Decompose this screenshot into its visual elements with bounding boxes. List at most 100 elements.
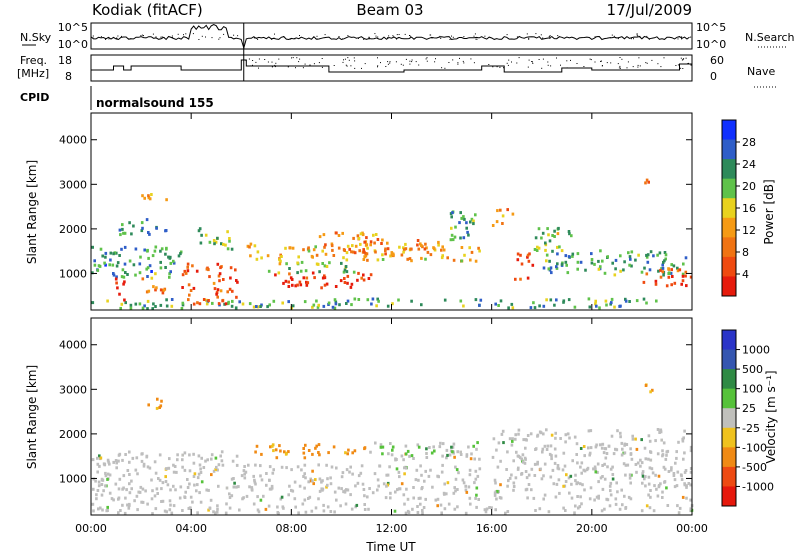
nave-point bbox=[528, 59, 530, 61]
nave-point bbox=[556, 57, 557, 59]
heatmap-cell bbox=[425, 246, 428, 250]
heatmap-cell bbox=[284, 452, 288, 456]
heatmap-cell bbox=[268, 303, 271, 307]
heatmap-cell bbox=[147, 256, 150, 260]
heatmap-cell bbox=[193, 483, 196, 487]
heatmap-cell bbox=[289, 246, 292, 250]
noise-search-point bbox=[558, 36, 560, 38]
noise-search-point bbox=[368, 38, 370, 40]
heatmap-cell bbox=[155, 406, 159, 410]
nave-point bbox=[527, 66, 529, 68]
heatmap-cell bbox=[175, 470, 178, 474]
heatmap-cell bbox=[349, 493, 352, 497]
noise-search-point bbox=[451, 35, 452, 37]
heatmap-cell bbox=[404, 247, 408, 251]
heatmap-cell bbox=[200, 233, 203, 237]
heatmap-cell bbox=[412, 496, 415, 500]
heatmap-cell bbox=[661, 270, 665, 274]
heatmap-cell bbox=[103, 261, 106, 265]
heatmap-cell bbox=[442, 248, 446, 252]
heatmap-cell bbox=[133, 499, 136, 503]
heatmap-cell bbox=[564, 480, 568, 483]
heatmap-cell bbox=[610, 297, 614, 301]
heatmap-cell bbox=[458, 221, 461, 225]
heatmap-cell bbox=[305, 283, 309, 287]
heatmap-cell bbox=[681, 274, 685, 278]
heatmap-cell bbox=[660, 267, 663, 271]
heatmap-cell bbox=[537, 246, 541, 250]
heatmap-cell bbox=[404, 242, 407, 246]
heatmap-cell bbox=[402, 493, 406, 497]
heatmap-cell bbox=[409, 247, 412, 251]
heatmap-cell bbox=[252, 305, 256, 309]
heatmap-cell bbox=[235, 454, 239, 458]
heatmap-cell bbox=[97, 507, 100, 511]
heatmap-cell bbox=[266, 305, 269, 309]
heatmap-cell bbox=[276, 505, 279, 509]
heatmap-cell bbox=[218, 279, 221, 283]
nave-point bbox=[619, 65, 621, 67]
heatmap-cell bbox=[167, 255, 170, 259]
heatmap-cell bbox=[325, 485, 328, 489]
heatmap-cell bbox=[212, 469, 216, 473]
heatmap-cell bbox=[231, 289, 234, 293]
heatmap-cell bbox=[230, 304, 234, 308]
heatmap-cell bbox=[521, 460, 525, 464]
heatmap-cell bbox=[110, 497, 114, 501]
heatmap-cell bbox=[268, 487, 272, 491]
heatmap-cell bbox=[474, 477, 478, 481]
nave-point bbox=[264, 59, 266, 60]
y-tick-label: 4000 bbox=[59, 339, 87, 352]
heatmap-cell bbox=[565, 263, 568, 267]
noise-search-point bbox=[253, 37, 255, 39]
heatmap-cell bbox=[408, 454, 411, 458]
heatmap-cell bbox=[675, 456, 678, 460]
colorbar-segment bbox=[722, 120, 736, 141]
heatmap-cell bbox=[466, 230, 469, 234]
heatmap-cell bbox=[440, 470, 444, 474]
heatmap-cell bbox=[256, 250, 260, 254]
heatmap-cell bbox=[234, 268, 237, 272]
heatmap-cell bbox=[455, 468, 459, 472]
heatmap-cell bbox=[106, 458, 110, 462]
noise-search-point bbox=[299, 35, 300, 36]
nave-point bbox=[594, 61, 596, 63]
nave-point bbox=[470, 58, 472, 60]
heatmap-cell bbox=[327, 301, 331, 305]
nave-point bbox=[411, 61, 413, 63]
heatmap-cell bbox=[556, 466, 560, 470]
heatmap-cell bbox=[609, 467, 613, 471]
heatmap-cell bbox=[631, 434, 634, 438]
heatmap-cell bbox=[677, 440, 680, 444]
heatmap-cell bbox=[141, 277, 145, 281]
heatmap-cell bbox=[158, 478, 162, 482]
heatmap-cell bbox=[683, 470, 687, 474]
heatmap-cell bbox=[115, 461, 118, 465]
heatmap-cell bbox=[142, 462, 146, 466]
heatmap-cell bbox=[587, 429, 591, 433]
heatmap-cell bbox=[391, 302, 394, 306]
heatmap-cell bbox=[226, 247, 230, 251]
heatmap-cell bbox=[362, 278, 366, 282]
heatmap-cell bbox=[506, 484, 509, 488]
colorbar-segment bbox=[722, 159, 736, 180]
heatmap-cell bbox=[307, 249, 311, 253]
heatmap-cell bbox=[236, 280, 239, 284]
heatmap-cell bbox=[536, 433, 540, 437]
heatmap-cell bbox=[220, 450, 224, 454]
heatmap-cell bbox=[156, 492, 159, 495]
heatmap-cell bbox=[552, 482, 556, 486]
heatmap-cell bbox=[379, 443, 383, 447]
noise-search-point bbox=[271, 38, 273, 40]
nave-point bbox=[389, 62, 391, 64]
nave-point bbox=[621, 58, 623, 60]
noise-tick-low-left: 10^0 bbox=[58, 38, 88, 51]
heatmap-cell bbox=[554, 495, 558, 499]
heatmap-cell bbox=[647, 493, 650, 497]
nave-point bbox=[680, 67, 682, 69]
heatmap-cell bbox=[324, 252, 328, 256]
heatmap-cell bbox=[360, 464, 364, 468]
nave-point bbox=[632, 66, 634, 68]
heatmap-cell bbox=[419, 242, 422, 246]
